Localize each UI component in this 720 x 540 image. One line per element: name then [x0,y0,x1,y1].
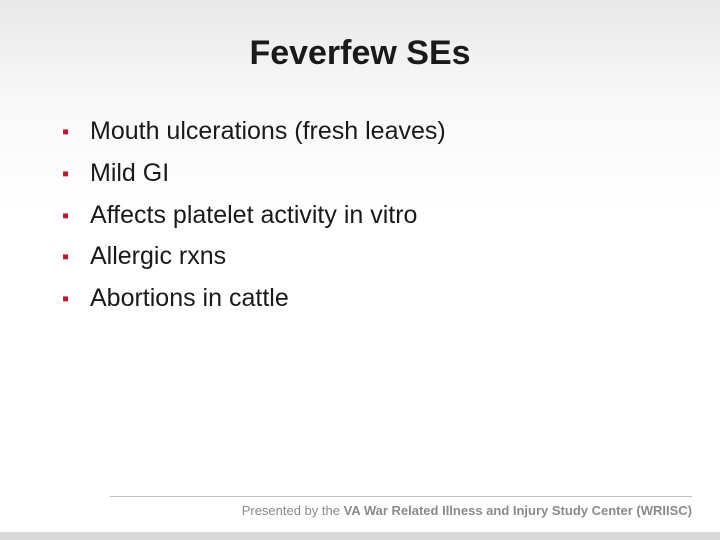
list-item-text: Mouth ulcerations (fresh leaves) [90,115,446,149]
list-item: ▪ Abortions in cattle [62,282,720,316]
list-item: ▪ Allergic rxns [62,240,720,274]
footer-prefix: Presented by the [242,503,344,518]
bullet-icon: ▪ [62,282,90,313]
list-item: ▪ Mild GI [62,157,720,191]
slide-title: Feverfew SEs [0,0,720,97]
bullet-icon: ▪ [62,199,90,230]
bullet-icon: ▪ [62,115,90,146]
list-item-text: Abortions in cattle [90,282,289,316]
list-item-text: Affects platelet activity in vitro [90,199,417,233]
slide: Feverfew SEs ▪ Mouth ulcerations (fresh … [0,0,720,540]
list-item-text: Allergic rxns [90,240,226,274]
list-item: ▪ Affects platelet activity in vitro [62,199,720,233]
bullet-icon: ▪ [62,157,90,188]
footer-org: VA War Related Illness and Injury Study … [344,503,692,518]
footer: Presented by the VA War Related Illness … [110,496,692,518]
list-item: ▪ Mouth ulcerations (fresh leaves) [62,115,720,149]
bullet-icon: ▪ [62,240,90,271]
bullet-list: ▪ Mouth ulcerations (fresh leaves) ▪ Mil… [0,97,720,316]
bottom-bar [0,532,720,540]
list-item-text: Mild GI [90,157,169,191]
